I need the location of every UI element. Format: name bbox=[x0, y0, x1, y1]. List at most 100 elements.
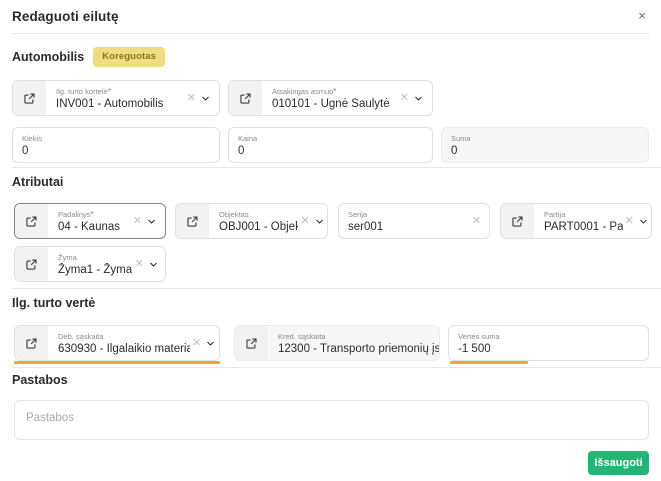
section-title-pastabos: Pastabos bbox=[12, 373, 68, 387]
field-value: 010101 - Ugnė Saulytė bbox=[272, 98, 390, 110]
external-link-icon[interactable] bbox=[229, 81, 263, 115]
chevron-down-icon[interactable] bbox=[146, 216, 157, 227]
chevron-down-icon[interactable] bbox=[413, 93, 424, 104]
field-tools: ✕ bbox=[133, 247, 165, 281]
modified-indicator-vertes-suma bbox=[450, 361, 528, 364]
chevron-down-icon[interactable] bbox=[638, 216, 649, 227]
external-link-icon[interactable] bbox=[235, 326, 269, 360]
field-ilg-turto-kortele[interactable]: Ilg. turto kortelė* INV001 - Automobilis… bbox=[12, 80, 220, 116]
field-value: 0 bbox=[22, 145, 29, 157]
field-label: Atsakingas asmuo* bbox=[272, 87, 337, 96]
clear-icon[interactable]: ✕ bbox=[399, 91, 409, 104]
field-body: Kiekis 0 bbox=[13, 128, 219, 162]
field-body: Suma 0 bbox=[442, 128, 648, 162]
chevron-down-icon[interactable] bbox=[314, 216, 325, 227]
field-label: Serija bbox=[348, 210, 368, 219]
field-label: Kaina bbox=[238, 134, 258, 143]
chevron-down-icon[interactable] bbox=[205, 338, 216, 349]
page-title: Redaguoti eilutę bbox=[12, 9, 119, 24]
section-divider-atributai bbox=[12, 167, 661, 168]
field-serija[interactable]: Serija ser001 ✕ bbox=[338, 203, 490, 239]
field-tools: ✕ bbox=[470, 204, 489, 238]
field-value: OBJ001 - Objektas1 bbox=[219, 221, 298, 233]
save-button[interactable]: Išsaugoti bbox=[588, 451, 649, 475]
field-body: Žyma Žyma1 - Žyma1 bbox=[49, 247, 133, 281]
field-value: 0 bbox=[451, 145, 458, 157]
section-label-ilg-turto-verte: Ilg. turto vertė bbox=[12, 296, 96, 310]
field-tools: ✕ bbox=[298, 204, 327, 238]
field-objektas[interactable]: Objektas OBJ001 - Objektas1 ✕ bbox=[175, 203, 328, 239]
field-tools: ✕ bbox=[185, 81, 219, 115]
external-link-icon[interactable] bbox=[176, 204, 210, 238]
field-label: Kiekis bbox=[22, 134, 43, 143]
section-title-ilg-turto-verte: Ilg. turto vertė bbox=[12, 296, 95, 310]
field-deb-saskaita[interactable]: Deb. sąskaita 630930 - Ilgalaikio materi… bbox=[14, 325, 220, 361]
field-body: Objektas OBJ001 - Objektas1 bbox=[210, 204, 298, 238]
field-label: Žyma bbox=[58, 253, 77, 262]
field-body: Atsakingas asmuo* 010101 - Ugnė Saulytė bbox=[263, 81, 398, 115]
field-label: Suma bbox=[451, 134, 471, 143]
field-zyma[interactable]: Žyma Žyma1 - Žyma1 ✕ bbox=[14, 246, 166, 282]
field-value: 04 - Kaunas bbox=[58, 221, 121, 233]
field-atsakingas-asmuo[interactable]: Atsakingas asmuo* 010101 - Ugnė Saulytė … bbox=[228, 80, 433, 116]
external-link-icon[interactable] bbox=[15, 326, 49, 360]
field-body: Ilg. turto kortelė* INV001 - Automobilis bbox=[47, 81, 185, 115]
field-label: Kred. sąskaita bbox=[278, 332, 326, 341]
notes-placeholder: Pastabos bbox=[26, 412, 74, 424]
field-value: 12300 - Transporto priemonių įsigijim bbox=[278, 343, 439, 355]
chevron-down-icon[interactable] bbox=[148, 259, 159, 270]
clear-icon[interactable]: ✕ bbox=[471, 214, 481, 227]
chevron-down-icon[interactable] bbox=[200, 93, 211, 104]
field-tools: ✕ bbox=[398, 81, 432, 115]
clear-icon[interactable]: ✕ bbox=[186, 91, 196, 104]
field-body: Padalinys* 04 - Kaunas bbox=[49, 204, 131, 238]
status-badge: Koreguotas bbox=[93, 47, 166, 67]
section-label-automobilis: Automobilis bbox=[12, 50, 85, 64]
field-partija[interactable]: Partija PART0001 - Partija1 ✕ bbox=[500, 203, 652, 239]
clear-icon[interactable]: ✕ bbox=[134, 257, 144, 270]
field-value: 0 bbox=[238, 145, 245, 157]
field-tools: ✕ bbox=[190, 326, 219, 360]
field-padalinys[interactable]: Padalinys* 04 - Kaunas ✕ bbox=[14, 203, 166, 239]
external-link-icon[interactable] bbox=[15, 204, 49, 238]
field-label: Partija bbox=[544, 210, 566, 219]
field-value: INV001 - Automobilis bbox=[56, 98, 164, 110]
external-link-icon[interactable] bbox=[15, 247, 49, 281]
field-value: Žyma1 - Žyma1 bbox=[58, 264, 133, 276]
clear-icon[interactable]: ✕ bbox=[300, 214, 310, 227]
field-kiekis[interactable]: Kiekis 0 bbox=[12, 127, 220, 163]
field-value: -1 500 bbox=[458, 343, 491, 355]
section-label-pastabos: Pastabos bbox=[12, 373, 68, 387]
field-body: Vertės suma -1 500 bbox=[449, 326, 648, 360]
field-body: Deb. sąskaita 630930 - Ilgalaikio materi… bbox=[49, 326, 190, 360]
external-link-icon[interactable] bbox=[501, 204, 535, 238]
section-divider-pastabos bbox=[12, 367, 661, 368]
header-divider bbox=[12, 33, 649, 34]
field-label: Vertės suma bbox=[458, 332, 500, 341]
section-label-atributai: Atributai bbox=[12, 175, 64, 189]
field-body: Kaina 0 bbox=[229, 128, 432, 162]
section-divider-ilg-turto-verte bbox=[12, 288, 661, 289]
field-label: Ilg. turto kortelė* bbox=[56, 87, 111, 96]
field-value: PART0001 - Partija1 bbox=[544, 221, 623, 233]
close-icon[interactable]: × bbox=[638, 8, 646, 23]
section-title-atributai: Atributai bbox=[12, 175, 63, 189]
field-label: Objektas bbox=[219, 210, 249, 219]
field-tools: ✕ bbox=[131, 204, 165, 238]
field-value: ser001 bbox=[348, 221, 384, 233]
field-kred-saskaita: Kred. sąskaita 12300 - Transporto priemo… bbox=[234, 325, 440, 361]
field-body: Serija ser001 bbox=[339, 204, 470, 238]
notes-input[interactable]: Pastabos bbox=[14, 400, 649, 440]
field-kaina[interactable]: Kaina 0 bbox=[228, 127, 433, 163]
field-vertes-suma[interactable]: Vertės suma -1 500 bbox=[448, 325, 649, 361]
clear-icon[interactable]: ✕ bbox=[624, 214, 634, 227]
external-link-icon[interactable] bbox=[13, 81, 47, 115]
field-tools: ✕ bbox=[623, 204, 651, 238]
modified-indicator-deb-saskaita bbox=[14, 361, 220, 364]
field-value: 630930 - Ilgalaikio materialiojo tu bbox=[58, 343, 190, 355]
section-title-automobilis: Automobilis Koreguotas bbox=[12, 47, 166, 67]
clear-icon[interactable]: ✕ bbox=[191, 336, 202, 349]
field-label: Deb. sąskaita bbox=[58, 332, 104, 341]
field-body: Partija PART0001 - Partija1 bbox=[535, 204, 623, 238]
clear-icon[interactable]: ✕ bbox=[132, 214, 142, 227]
